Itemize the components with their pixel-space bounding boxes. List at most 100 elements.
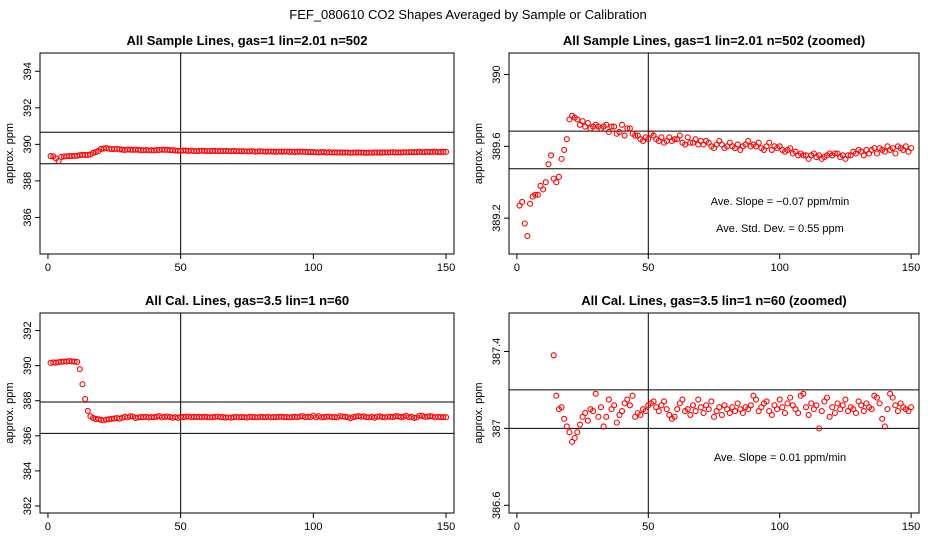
panel-title: All Cal. Lines, gas=3.5 lin=1 n=60: [145, 293, 349, 308]
data-point: [442, 414, 450, 421]
data-points: [47, 358, 450, 424]
data-point: [90, 149, 97, 157]
data-point: [823, 394, 831, 401]
data-point: [795, 409, 802, 417]
data-point: [876, 400, 883, 407]
data-point: [831, 409, 838, 417]
data-point: [816, 425, 823, 432]
data-point: [629, 392, 636, 399]
x-tick-label: 50: [175, 521, 187, 533]
data-point: [127, 413, 134, 420]
y-tick-label: 390: [22, 135, 34, 153]
x-tick-label: 100: [304, 262, 322, 274]
y-axis-label: approx. ppm: [4, 123, 16, 184]
data-point: [787, 145, 794, 152]
data-point: [576, 421, 584, 428]
data-point: [600, 423, 607, 430]
data-point: [868, 406, 875, 413]
panel-title: All Cal. Lines, gas=3.5 lin=1 n=60 (zoom…: [581, 293, 847, 308]
data-point: [842, 396, 849, 403]
data-point: [889, 145, 896, 152]
data-point: [553, 179, 560, 186]
data-point: [611, 123, 618, 130]
data-point: [663, 406, 670, 413]
data-point: [818, 408, 825, 415]
data-point: [892, 150, 899, 157]
data-point: [873, 394, 880, 401]
x-tick-label: 0: [514, 521, 520, 533]
data-point: [674, 406, 681, 413]
data-point: [884, 406, 891, 413]
data-point: [603, 413, 610, 420]
data-point: [734, 400, 741, 407]
x-tick-label: 150: [902, 262, 920, 274]
data-point: [540, 186, 547, 193]
x-tick-label: 0: [45, 521, 51, 533]
y-tick-label: 388: [22, 172, 34, 190]
data-point: [731, 408, 739, 415]
data-point: [411, 414, 418, 421]
data-point: [532, 191, 539, 198]
data-point: [902, 143, 909, 150]
data-point: [708, 398, 715, 405]
data-point: [705, 406, 712, 413]
data-point: [858, 402, 865, 409]
data-point: [879, 415, 886, 422]
data-point: [852, 409, 859, 417]
data-point: [734, 141, 741, 148]
data-point: [655, 408, 662, 415]
data-point: [747, 402, 754, 409]
data-point: [550, 352, 557, 359]
data-point: [164, 413, 171, 420]
data-point: [618, 121, 626, 128]
data-point: [427, 413, 434, 420]
x-tick-label: 0: [514, 262, 520, 274]
data-point: [440, 148, 447, 155]
data-point: [84, 151, 91, 159]
data-point: [802, 404, 810, 411]
data-point: [342, 413, 349, 420]
data-point: [710, 413, 718, 420]
data-point: [726, 409, 733, 417]
y-tick-label: 387: [491, 419, 503, 437]
data-point: [558, 404, 565, 411]
x-tick-label: 0: [45, 262, 51, 274]
data-point: [534, 191, 541, 198]
data-point: [676, 132, 683, 139]
chart-panel-2: All Sample Lines, gas=1 lin=2.01 n=502 (…: [473, 33, 920, 274]
data-point: [892, 402, 899, 409]
data-point: [561, 415, 568, 422]
data-point: [800, 390, 807, 397]
data-point: [813, 402, 820, 409]
data-point: [826, 413, 833, 420]
data-point: [597, 404, 605, 411]
plot-frame: [39, 312, 455, 514]
data-point: [563, 423, 570, 430]
data-point: [839, 402, 846, 409]
data-point: [763, 398, 770, 405]
data-points: [47, 144, 450, 165]
x-tick-label: 150: [437, 262, 455, 274]
data-point: [555, 173, 562, 180]
y-axis-label: approx. ppm: [4, 382, 16, 443]
y-tick-label: 392: [22, 321, 34, 339]
data-point: [584, 417, 591, 424]
data-point: [829, 404, 836, 411]
x-tick-label: 150: [437, 521, 455, 533]
y-tick-label: 382: [22, 497, 34, 515]
chart-panel-1: All Sample Lines, gas=1 lin=2.01 n=502 0 5…: [4, 33, 455, 274]
data-point: [595, 413, 602, 420]
data-point: [860, 152, 867, 159]
data-point: [908, 404, 915, 411]
data-point: [618, 408, 626, 415]
data-point: [774, 406, 781, 413]
y-tick-label: 386.6: [491, 492, 503, 520]
data-point: [692, 136, 699, 143]
data-point: [661, 398, 668, 405]
data-points: [516, 112, 915, 240]
data-point: [787, 394, 794, 401]
x-tick-label: 100: [771, 521, 789, 533]
data-point: [584, 119, 591, 127]
data-point: [605, 128, 612, 136]
